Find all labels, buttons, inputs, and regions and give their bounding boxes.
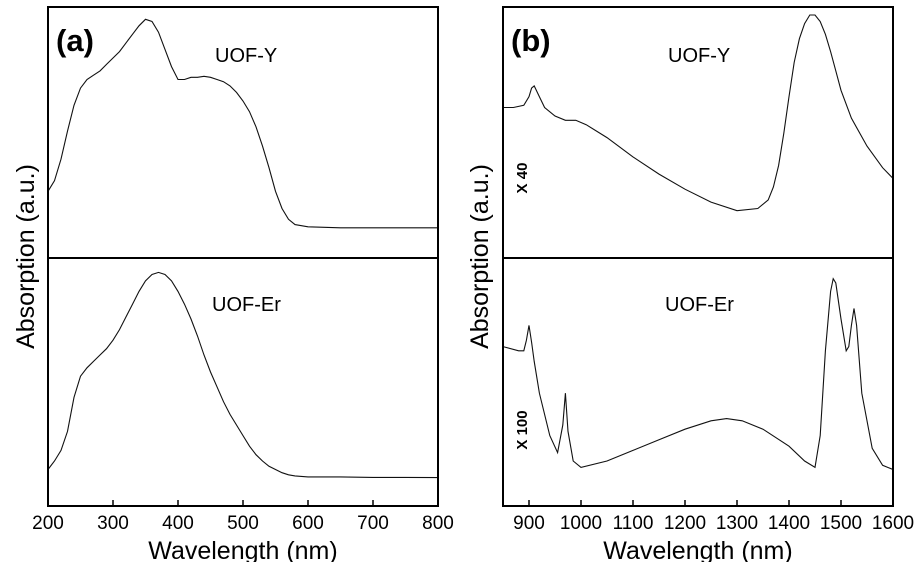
x-tick-label: 600 [292, 513, 324, 534]
x-tick-label: 300 [97, 513, 129, 534]
chart-panel-a: UOF-Y UOF-Er 200 300 400 500 600 700 800 (a) Wavel… [12, 6, 454, 562]
scale-factor-label: X 40 [514, 163, 531, 194]
x-tick-label: 1400 [768, 513, 810, 534]
x-tick-label: 1300 [716, 513, 758, 534]
chart-panel-b: UOF-Y X 40 UOF-Er X 100 900 1000 1100 1200 1300 1… [466, 6, 914, 562]
series-label-uof-er: UOF-Er [212, 294, 281, 316]
scale-factor-label: X 100 [514, 410, 531, 449]
series-line-uof-er [47, 271, 439, 479]
series-label-uof-er: UOF-Er [665, 294, 734, 316]
x-tick-label: 900 [513, 513, 545, 534]
y-axis-label: Absorption (a.u.) [466, 164, 494, 349]
x-tick-label: 1100 [613, 513, 654, 534]
series-label-uof-y: UOF-Y [215, 45, 277, 67]
x-tick-label: 1200 [664, 513, 706, 534]
plot-frame [502, 6, 894, 507]
x-axis-label: Wavelength (nm) [148, 537, 337, 562]
x-tick-label: 1500 [820, 513, 862, 534]
x-tick-label: 700 [357, 513, 389, 534]
plot-frame [47, 6, 439, 507]
panel-label: (b) [511, 23, 551, 58]
x-tick-label: 1000 [560, 513, 602, 534]
panel-label: (a) [56, 23, 94, 58]
series-label-uof-y: UOF-Y [668, 45, 730, 67]
series-line-uof-y [503, 14, 894, 212]
x-tick-label: 1600 [872, 513, 914, 534]
x-axis-label: Wavelength (nm) [603, 537, 792, 562]
x-tick-label: 200 [32, 513, 64, 534]
series-line-uof-er [502, 277, 894, 471]
y-axis-label: Absorption (a.u.) [12, 164, 40, 349]
series-line-uof-y [47, 18, 438, 229]
x-tick-label: 400 [162, 513, 194, 534]
x-tick-label: 500 [227, 513, 259, 534]
x-tick-label: 800 [422, 513, 454, 534]
